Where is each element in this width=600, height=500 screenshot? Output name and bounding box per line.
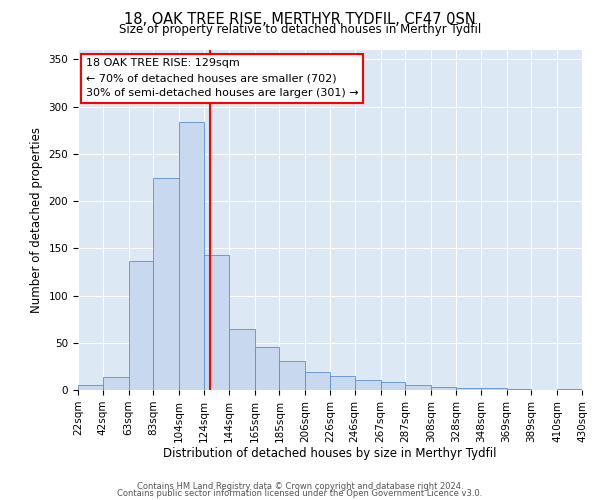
Bar bbox=[78, 386, 103, 390]
Text: 18 OAK TREE RISE: 129sqm
← 70% of detached houses are smaller (702)
30% of semi-: 18 OAK TREE RISE: 129sqm ← 70% of detach… bbox=[86, 58, 358, 98]
Bar bbox=[355, 380, 380, 390]
Bar bbox=[380, 382, 406, 390]
Bar bbox=[254, 346, 280, 390]
Bar bbox=[204, 255, 229, 390]
Text: Contains HM Land Registry data © Crown copyright and database right 2024.: Contains HM Land Registry data © Crown c… bbox=[137, 482, 463, 491]
Bar bbox=[103, 377, 128, 390]
Bar bbox=[557, 389, 582, 390]
Bar bbox=[128, 260, 154, 390]
Bar bbox=[431, 387, 456, 390]
Bar bbox=[481, 388, 506, 390]
Y-axis label: Number of detached properties: Number of detached properties bbox=[30, 127, 43, 313]
Bar bbox=[506, 389, 532, 390]
Bar bbox=[229, 328, 254, 390]
Bar bbox=[305, 372, 330, 390]
Bar bbox=[179, 122, 204, 390]
Bar bbox=[280, 360, 305, 390]
Bar bbox=[406, 386, 431, 390]
Bar bbox=[330, 376, 355, 390]
Text: Size of property relative to detached houses in Merthyr Tydfil: Size of property relative to detached ho… bbox=[119, 22, 481, 36]
Text: 18, OAK TREE RISE, MERTHYR TYDFIL, CF47 0SN: 18, OAK TREE RISE, MERTHYR TYDFIL, CF47 … bbox=[124, 12, 476, 28]
Bar bbox=[154, 178, 179, 390]
Bar bbox=[456, 388, 481, 390]
X-axis label: Distribution of detached houses by size in Merthyr Tydfil: Distribution of detached houses by size … bbox=[163, 448, 497, 460]
Text: Contains public sector information licensed under the Open Government Licence v3: Contains public sector information licen… bbox=[118, 489, 482, 498]
